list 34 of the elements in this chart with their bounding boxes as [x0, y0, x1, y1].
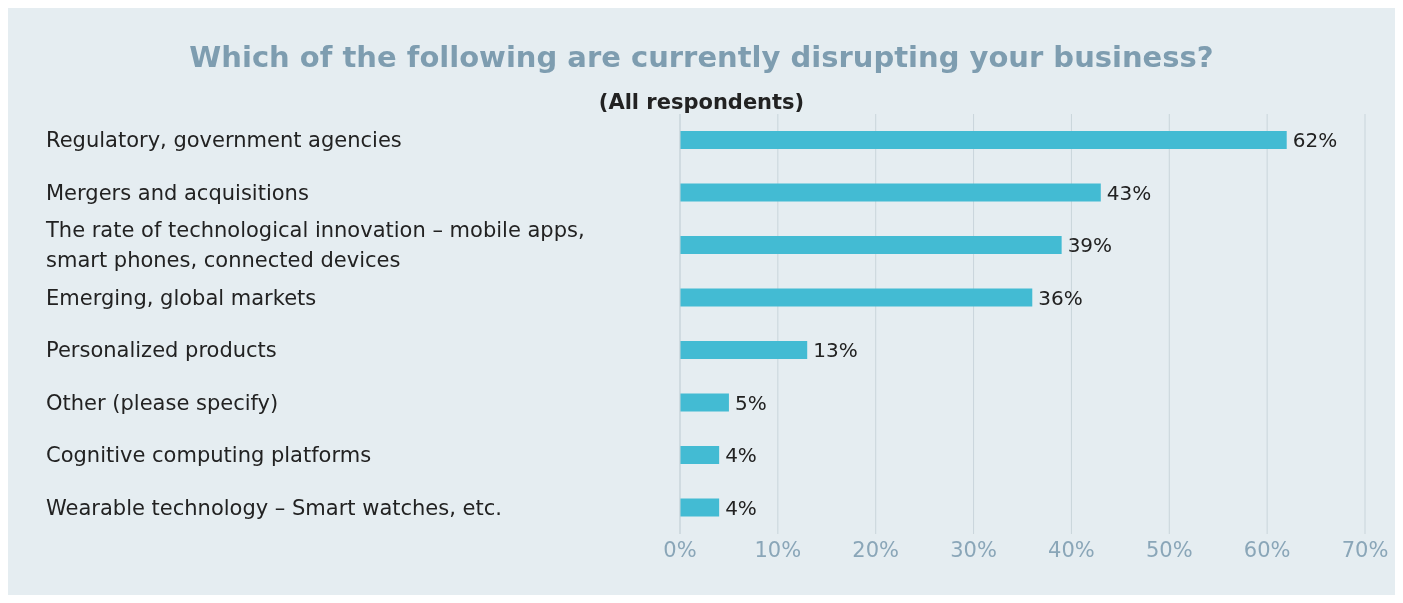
data-label: 62% — [1292, 128, 1338, 153]
x-tick-label: 40% — [1048, 537, 1095, 562]
bar — [680, 183, 1101, 202]
bar — [680, 393, 729, 412]
bar — [680, 498, 720, 517]
bar — [680, 446, 720, 464]
data-label: 4% — [725, 443, 757, 468]
y-tick-label: Regulatory, government agencies — [46, 128, 402, 153]
y-tick-label: Personalized products — [46, 338, 277, 363]
data-label: 4% — [725, 495, 757, 520]
x-tick-label: 50% — [1145, 537, 1193, 562]
bar — [680, 288, 1033, 307]
y-tick-label: Wearable technology – Smart watches, etc. — [46, 495, 502, 520]
y-tick-label: Cognitive computing platforms — [46, 443, 372, 468]
chart-title: Which of the following are currently disrupting your business? — [188, 39, 1215, 74]
data-label: 13% — [813, 338, 858, 363]
bar — [680, 131, 1287, 149]
bar — [680, 236, 1062, 254]
y-tick-label: The rate of technological innovation – mobile apps, smart phones, connected devices — [45, 218, 585, 273]
x-tick-label: 30% — [950, 537, 997, 562]
data-label: 43% — [1106, 180, 1152, 205]
data-label: 39% — [1067, 233, 1113, 258]
data-label: 5% — [734, 390, 767, 415]
bar — [680, 341, 808, 359]
chart-subtitle: (All respondents) — [597, 90, 806, 114]
data-label: 36% — [1038, 285, 1083, 310]
y-tick-label: Other (please specify) — [46, 390, 279, 415]
x-tick-label: 0% — [663, 537, 697, 562]
x-tick-label: 10% — [754, 537, 802, 562]
x-tick-label: 60% — [1243, 537, 1291, 562]
x-tick-label: 20% — [852, 537, 900, 562]
y-tick-label: Mergers and acquisitions — [46, 180, 309, 205]
y-tick-label: Emerging, global markets — [46, 285, 317, 310]
x-tick-label: 70% — [1341, 537, 1389, 562]
